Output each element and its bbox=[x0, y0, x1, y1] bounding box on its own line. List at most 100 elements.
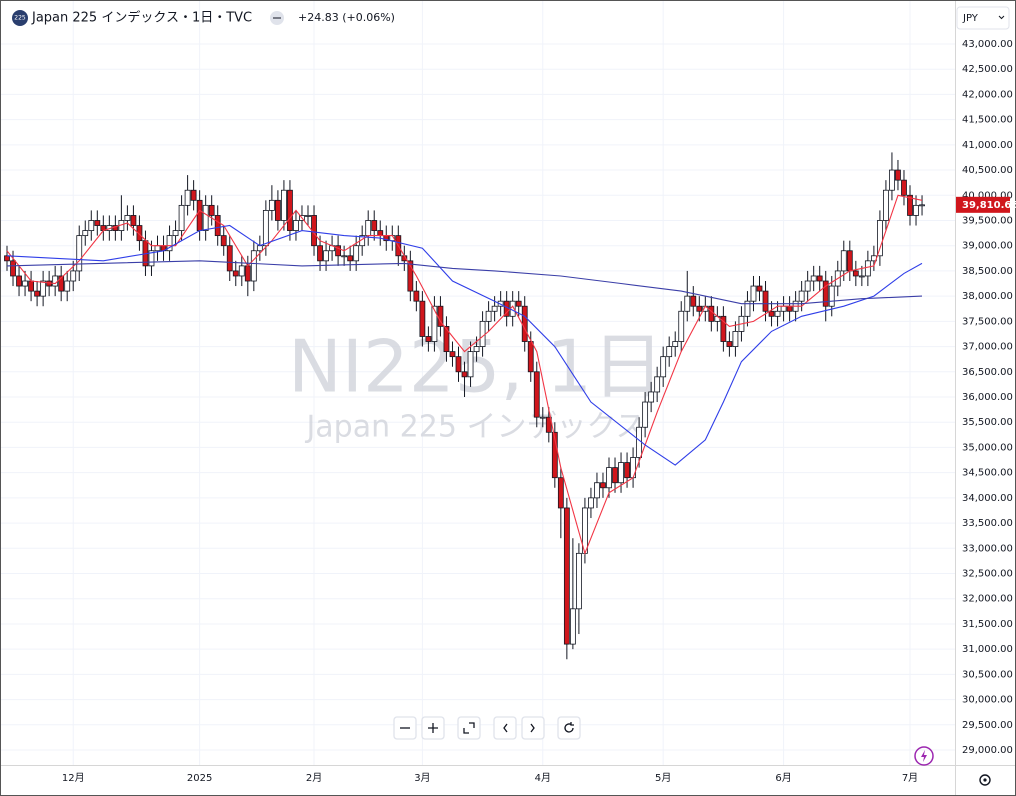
candle-body bbox=[600, 482, 606, 489]
candle-body bbox=[347, 255, 354, 262]
candle-body bbox=[10, 260, 16, 277]
candle-body bbox=[443, 325, 450, 353]
scroll-right[interactable] bbox=[521, 716, 545, 740]
candle-body bbox=[244, 265, 251, 282]
x-tick-label: 12月 bbox=[62, 772, 85, 784]
candle-body bbox=[250, 250, 257, 282]
candle-body bbox=[858, 275, 865, 278]
candle-body bbox=[353, 245, 360, 262]
candle-body bbox=[4, 255, 10, 262]
candle-body bbox=[768, 310, 775, 317]
candle-body bbox=[196, 199, 203, 231]
candle-body bbox=[563, 507, 570, 645]
candle-body bbox=[672, 341, 679, 347]
candle-body bbox=[612, 467, 618, 484]
watermark-subtitle: Japan 225 インデックス bbox=[304, 410, 645, 445]
last-price-label: 39,810.66 bbox=[962, 200, 1016, 211]
candle-body bbox=[521, 305, 528, 342]
candle-body bbox=[371, 220, 378, 231]
candle-body bbox=[666, 346, 673, 358]
candle-body bbox=[130, 215, 137, 226]
candle-body bbox=[323, 250, 329, 262]
candle-body bbox=[551, 431, 558, 479]
reset-chart[interactable] bbox=[557, 716, 581, 740]
lightning-icon bbox=[921, 750, 927, 762]
y-tick-label: 31,500.00 bbox=[962, 619, 1013, 630]
candle-body bbox=[798, 290, 805, 302]
candle-body bbox=[846, 250, 853, 272]
candle-body bbox=[720, 315, 727, 342]
candle-body bbox=[94, 220, 101, 226]
candle-body bbox=[124, 215, 131, 221]
y-tick-label: 30,000.00 bbox=[962, 695, 1013, 706]
candle-body bbox=[569, 608, 576, 645]
price-change[interactable]: +24.83 (+0.06%) bbox=[298, 11, 395, 24]
y-tick-label: 43,000.00 bbox=[962, 39, 1013, 50]
candle-body bbox=[864, 260, 871, 277]
x-tick-label: 5月 bbox=[655, 772, 671, 784]
candle-body bbox=[136, 225, 143, 242]
candle-body bbox=[726, 341, 733, 347]
candle-body bbox=[545, 416, 552, 433]
candle-body bbox=[762, 290, 769, 312]
x-tick-label: 2月 bbox=[306, 772, 322, 784]
candle-body bbox=[226, 245, 233, 272]
y-tick-label: 42,500.00 bbox=[962, 64, 1013, 75]
candle-body bbox=[178, 204, 185, 231]
y-tick-label: 41,000.00 bbox=[962, 140, 1013, 151]
candle-body bbox=[262, 210, 269, 247]
candle-body bbox=[40, 280, 47, 297]
candle-body bbox=[407, 260, 414, 292]
candle-body bbox=[895, 169, 901, 181]
candle-body bbox=[214, 215, 221, 237]
candle-body bbox=[708, 305, 715, 322]
candle-body bbox=[877, 220, 883, 257]
y-tick-label: 29,500.00 bbox=[962, 720, 1013, 731]
candle-body bbox=[642, 401, 649, 428]
candle-body bbox=[780, 305, 787, 312]
candle-body bbox=[901, 179, 907, 196]
y-tick-label: 37,500.00 bbox=[962, 316, 1013, 327]
y-tick-label: 36,000.00 bbox=[962, 392, 1013, 403]
y-tick-label: 30,500.00 bbox=[962, 669, 1013, 680]
y-tick-label: 32,000.00 bbox=[962, 594, 1013, 605]
status-icon bbox=[273, 17, 281, 19]
x-tick-label: 3月 bbox=[414, 772, 430, 784]
y-tick-label: 38,000.00 bbox=[962, 291, 1013, 302]
candle-body bbox=[624, 462, 630, 479]
candle-body bbox=[576, 552, 582, 610]
candle-body bbox=[479, 320, 486, 347]
candle-body bbox=[377, 230, 384, 237]
y-tick-label: 34,500.00 bbox=[962, 468, 1013, 479]
candle-body bbox=[154, 245, 161, 252]
candle-body bbox=[810, 275, 817, 282]
candle-body bbox=[822, 280, 829, 307]
candle-body bbox=[256, 245, 263, 252]
candle-body bbox=[636, 426, 642, 458]
scroll-left[interactable] bbox=[493, 716, 517, 740]
candle-body bbox=[208, 204, 215, 216]
watermark: NI225, 1日 bbox=[288, 325, 664, 409]
candle-body bbox=[419, 300, 426, 337]
lightning-button[interactable] bbox=[914, 746, 934, 766]
candle-body bbox=[557, 477, 564, 509]
symbol-title: Japan 225 インデックス・1日・TVC bbox=[31, 10, 252, 26]
y-tick-label: 36,500.00 bbox=[962, 367, 1013, 378]
candle-body bbox=[485, 310, 492, 322]
candle-body bbox=[907, 194, 913, 216]
candle-body bbox=[461, 371, 468, 378]
candle-body bbox=[82, 230, 89, 237]
settings-button[interactable] bbox=[979, 774, 991, 786]
candle-body bbox=[588, 497, 594, 509]
moving-average-line bbox=[6, 194, 923, 556]
candle-body bbox=[281, 189, 287, 221]
candle-body bbox=[919, 204, 925, 207]
candle-body bbox=[630, 457, 636, 479]
candle-body bbox=[840, 250, 847, 272]
currency-button[interactable] bbox=[956, 6, 1010, 30]
reset-scale[interactable] bbox=[457, 716, 481, 740]
candle-body bbox=[341, 255, 348, 258]
candle-body bbox=[684, 295, 691, 312]
candle-body bbox=[455, 356, 462, 373]
